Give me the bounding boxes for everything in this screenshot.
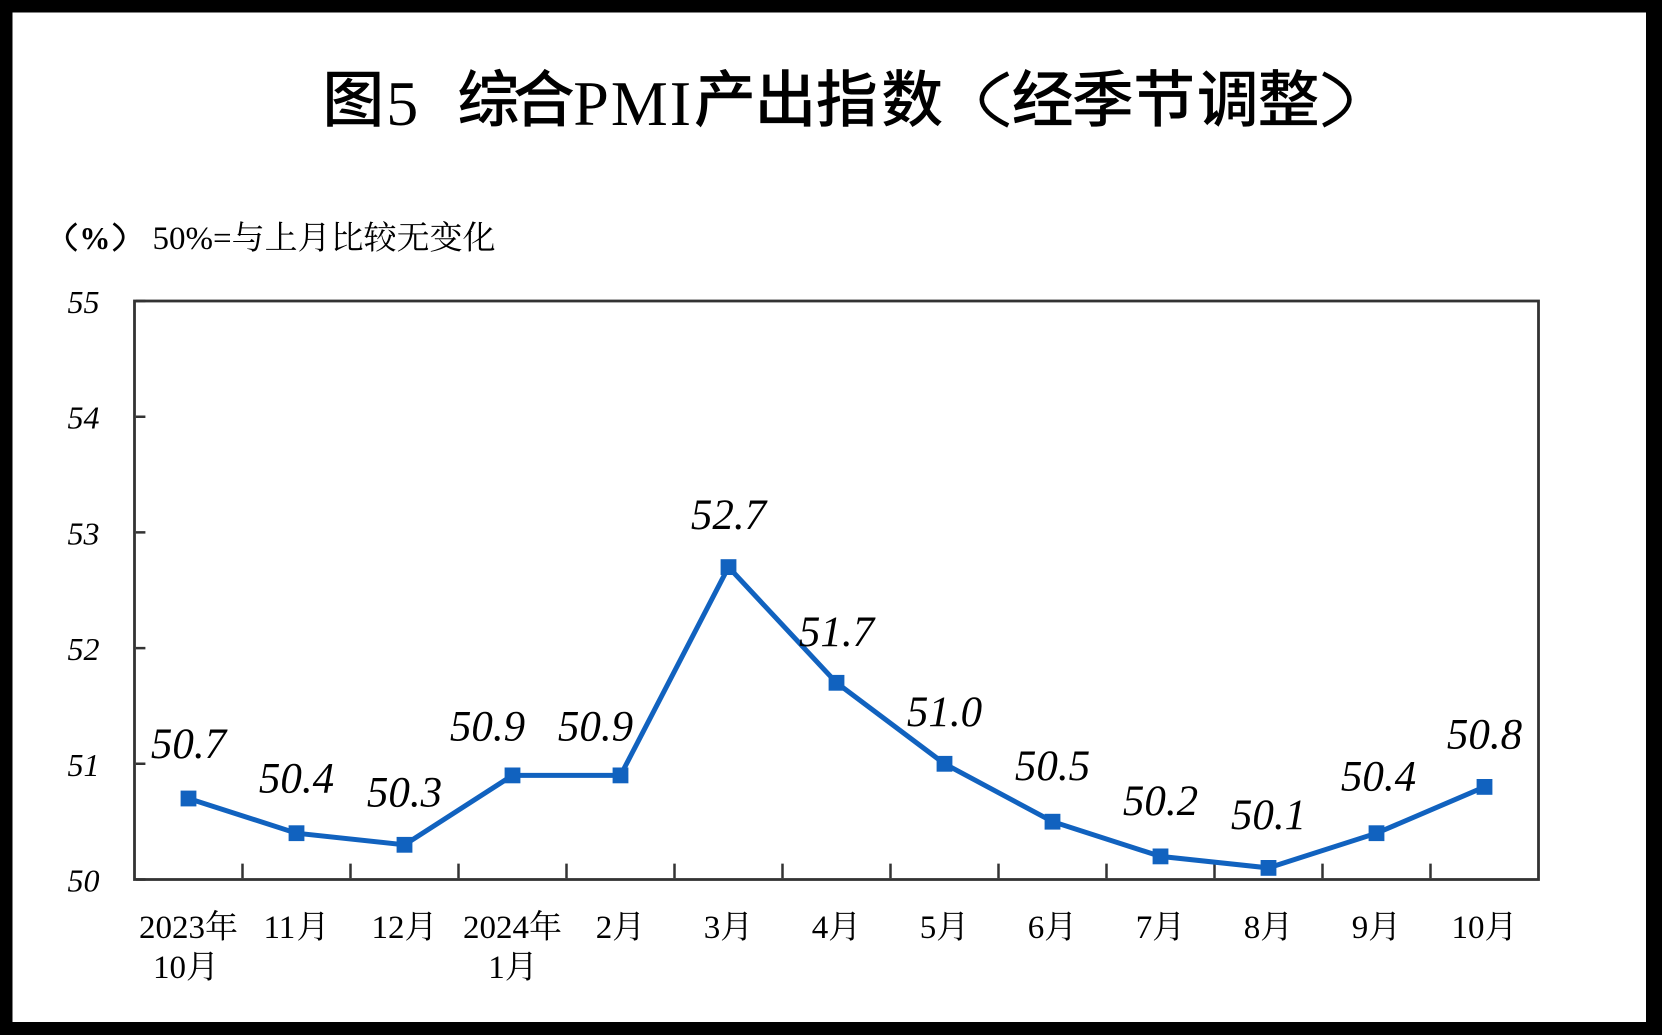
svg-text:2024: 2024: [463, 910, 529, 946]
svg-text:2: 2: [596, 910, 613, 946]
svg-text:1: 1: [488, 950, 505, 986]
svg-text:50.5: 50.5: [1015, 743, 1090, 790]
svg-text:%: %: [79, 220, 110, 256]
svg-text:52.7: 52.7: [691, 492, 768, 539]
svg-text:5: 5: [386, 68, 418, 139]
svg-text:50.9: 50.9: [558, 704, 633, 751]
svg-text:11: 11: [264, 910, 296, 946]
svg-text:50.8: 50.8: [1447, 712, 1523, 759]
svg-text:53: 53: [68, 515, 100, 551]
svg-text:4: 4: [812, 910, 829, 946]
svg-text:12: 12: [372, 910, 405, 946]
svg-text:6: 6: [1028, 910, 1045, 946]
svg-text:50.4: 50.4: [259, 756, 334, 803]
svg-text:3: 3: [704, 910, 721, 946]
svg-text:50.1: 50.1: [1231, 792, 1306, 839]
svg-text:7: 7: [1136, 910, 1153, 946]
svg-text:5: 5: [920, 910, 937, 946]
svg-text:51: 51: [68, 747, 100, 783]
svg-text:50.3: 50.3: [367, 770, 442, 817]
svg-text:50.7: 50.7: [151, 721, 228, 768]
svg-text:10: 10: [153, 950, 186, 986]
svg-text:8: 8: [1244, 910, 1261, 946]
svg-text:50.9: 50.9: [450, 704, 525, 751]
svg-text:55: 55: [68, 284, 100, 320]
svg-text:2023: 2023: [139, 910, 205, 946]
svg-text:52: 52: [68, 631, 100, 667]
svg-text:54: 54: [68, 400, 100, 436]
svg-text:51.7: 51.7: [799, 609, 876, 656]
svg-text:50.4: 50.4: [1341, 754, 1416, 801]
svg-text:50%=: 50%=: [153, 221, 232, 257]
svg-text:9: 9: [1352, 910, 1369, 946]
svg-text:50.2: 50.2: [1123, 778, 1198, 825]
svg-text:51.0: 51.0: [907, 689, 982, 736]
svg-text:PMI: PMI: [573, 68, 693, 139]
svg-text:50: 50: [68, 863, 100, 899]
svg-text:10: 10: [1452, 910, 1485, 946]
